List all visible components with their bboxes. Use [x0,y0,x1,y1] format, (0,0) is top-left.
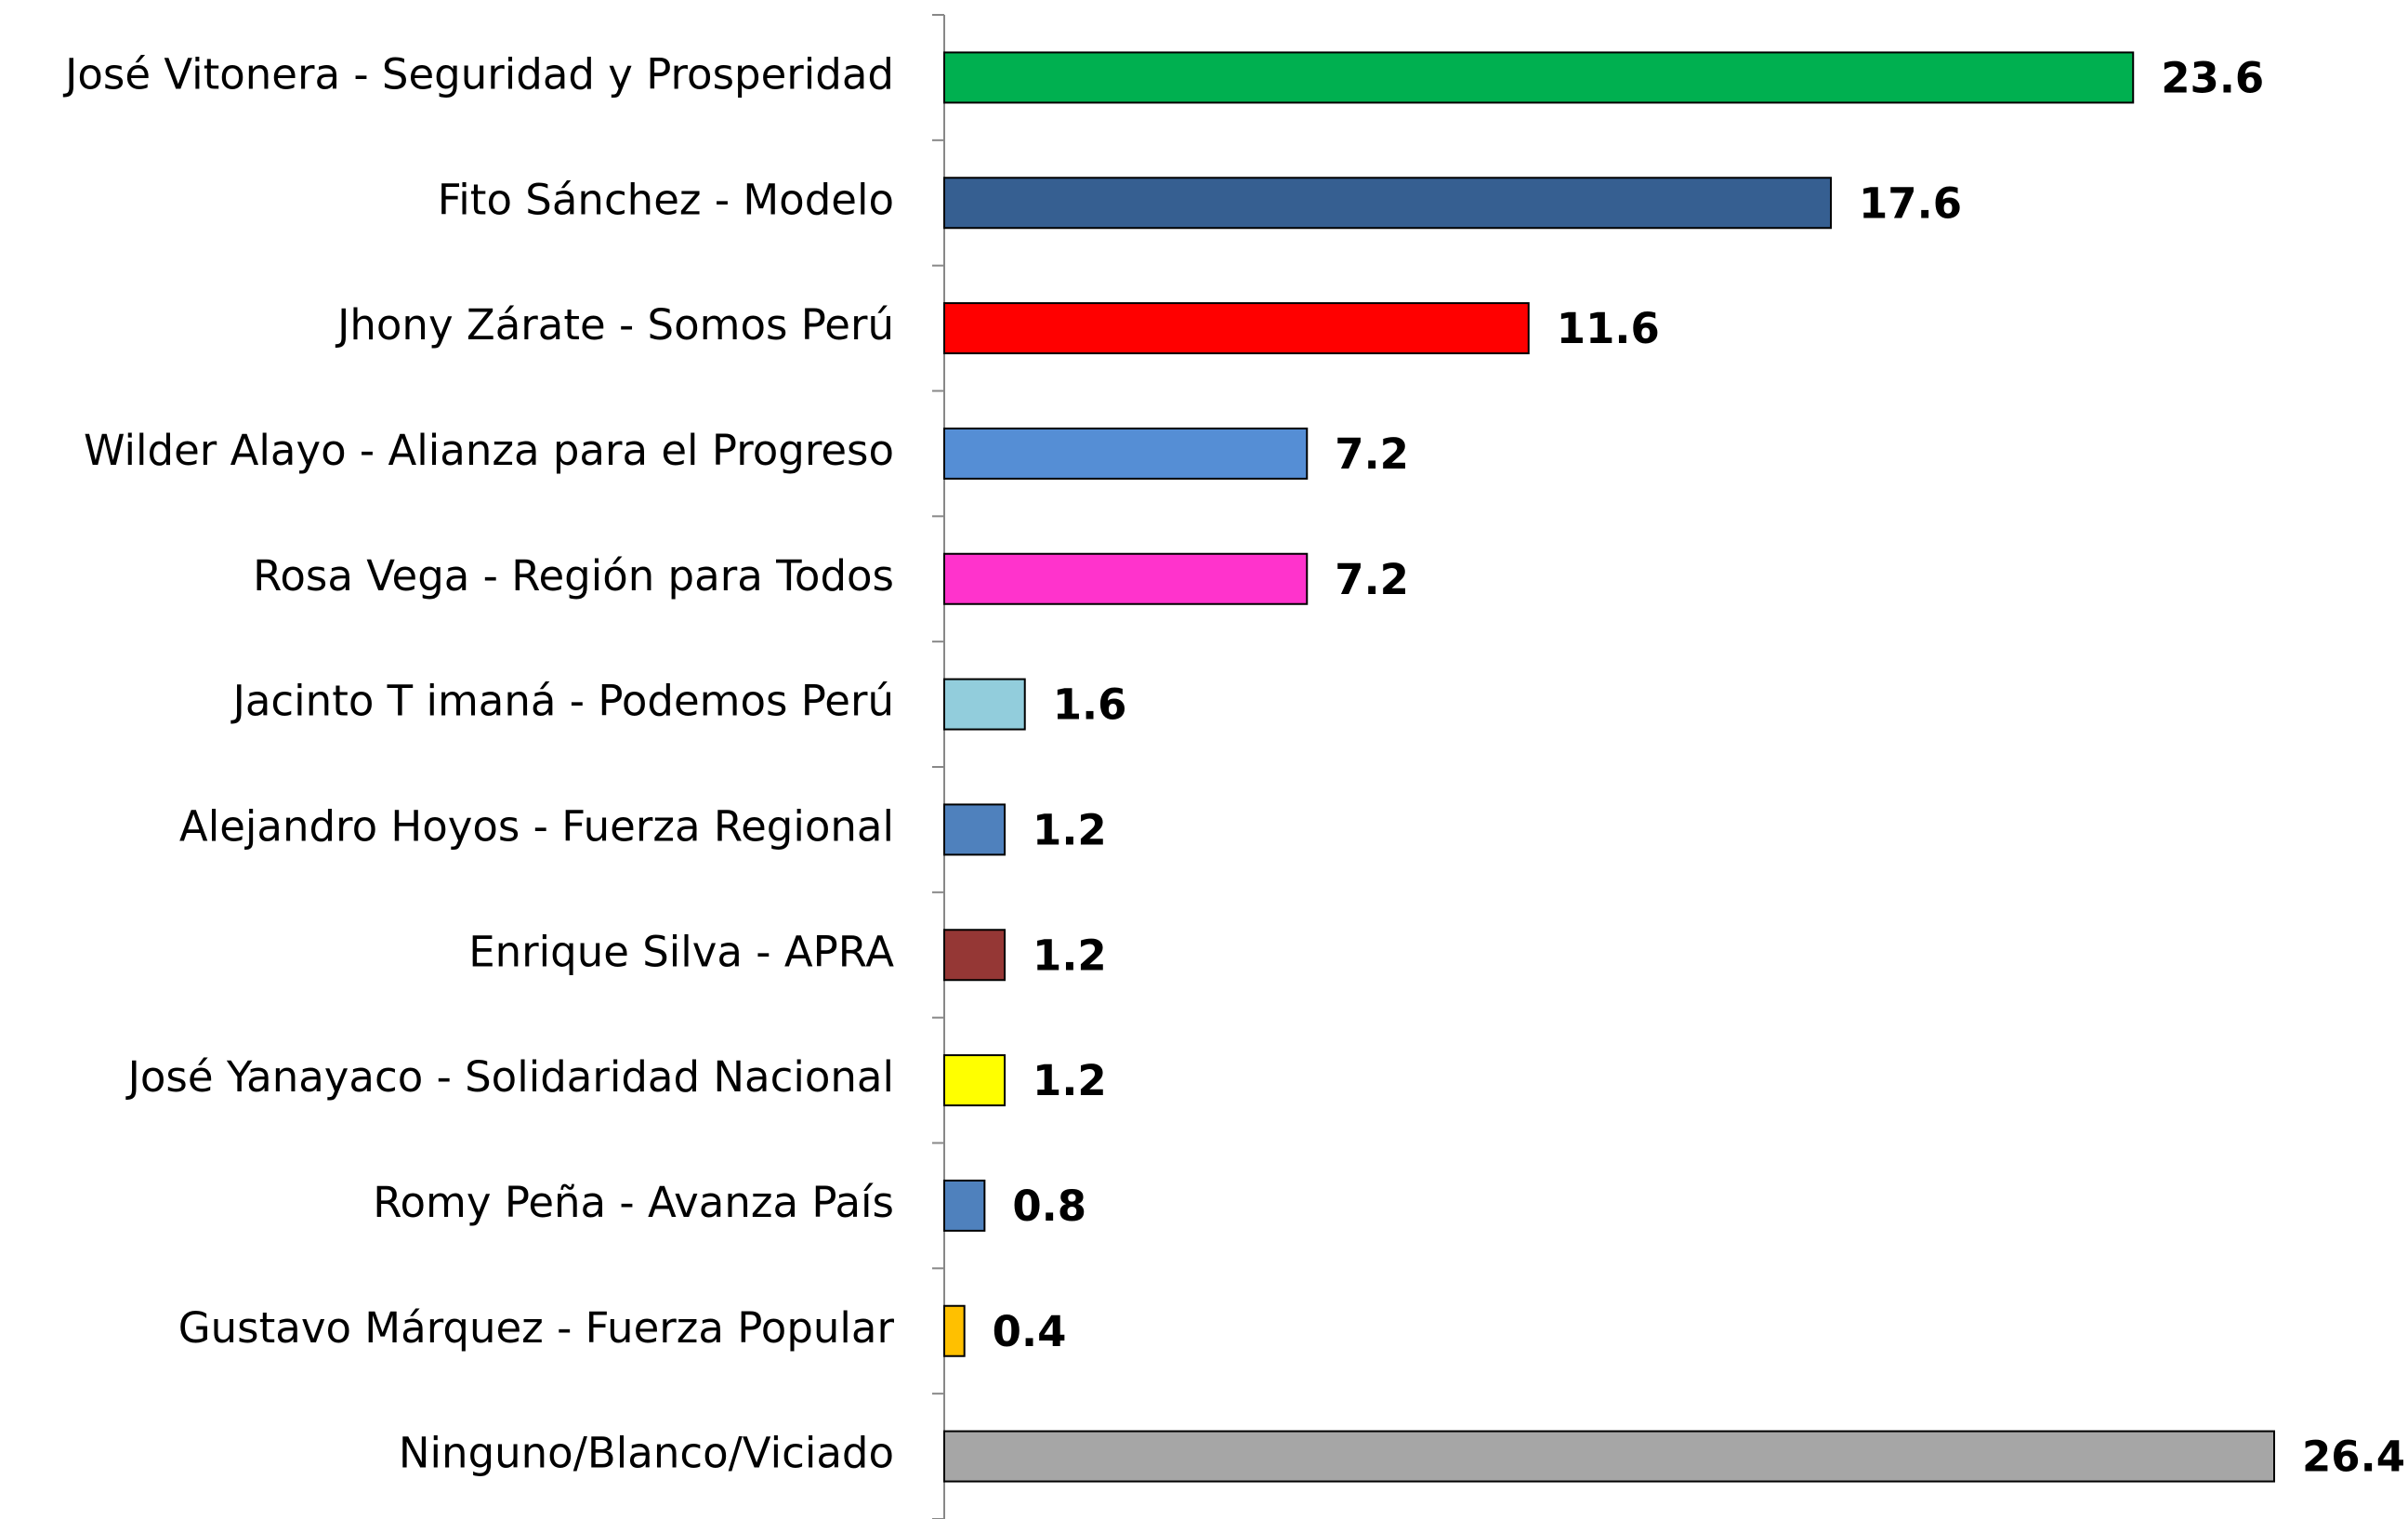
bar [943,1179,986,1232]
data-label: 1.2 [1033,805,1107,854]
category-label: José Vitonera - Seguridad y Prosperidad [62,49,894,99]
category-label: Ninguno/Blanco/Viciado [399,1429,894,1478]
category-label: Romy Peña - Avanza País [373,1178,894,1227]
data-label: 0.4 [993,1307,1067,1356]
bar [943,302,1530,355]
bar [943,678,1026,731]
bar [943,552,1309,605]
data-label: 7.2 [1335,429,1409,479]
bar [943,51,2135,104]
data-label: 1.6 [1053,680,1127,730]
category-label: Rosa Vega - Región para Todos [253,551,894,601]
data-label: 7.2 [1335,555,1409,604]
data-label: 0.8 [1012,1182,1086,1231]
category-label: Fito Sánchez - Modelo [438,175,894,224]
category-label: Wilder Alayo - Alianza para el Progreso [84,426,894,475]
data-label: 1.2 [1033,1056,1107,1105]
bar [943,427,1309,480]
bar [943,177,1832,230]
category-label: Gustavo Márquez - Fuerza Popular [178,1303,895,1353]
category-label: Jhony Zárate - Somos Perú [335,300,894,350]
data-label: 11.6 [1557,304,1660,353]
category-label: Alejandro Hoyos - Fuerza Regional [179,801,894,851]
data-label: 17.6 [1859,178,1962,228]
category-label: Jacinto T imaná - Podemos Perú [230,677,894,726]
data-label: 1.2 [1033,931,1107,980]
category-label: Enrique Silva - APRA [468,927,894,976]
bar [943,1054,1007,1107]
bar [943,803,1007,856]
bar [943,1430,2275,1483]
data-label: 26.4 [2302,1433,2405,1482]
bar [943,1304,966,1357]
category-label: José Yanayaco - Solidaridad Nacional [125,1052,894,1102]
bar [943,929,1007,982]
data-label: 23.6 [2161,53,2264,102]
